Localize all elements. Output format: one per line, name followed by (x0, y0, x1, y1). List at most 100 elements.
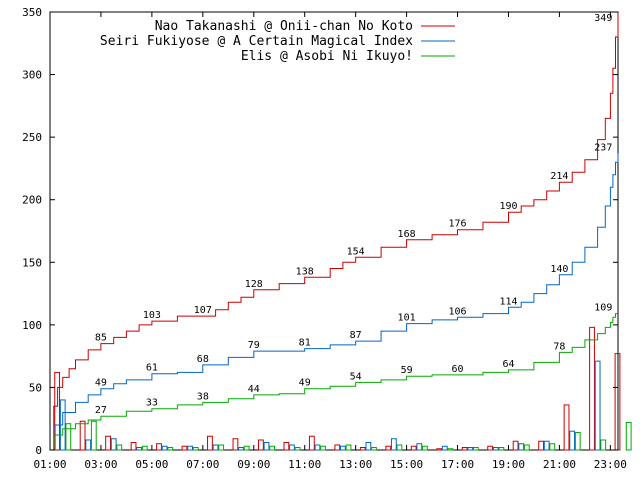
hour-bar (243, 445, 250, 451)
legend-label: Seiri Fukiyose @ A Certain Magical Index (100, 34, 413, 49)
point-label: 59 (401, 365, 413, 376)
y-tick-label: 150 (22, 256, 42, 269)
point-label: 107 (194, 305, 212, 316)
hour-bar (614, 353, 621, 451)
point-label: 27 (95, 405, 107, 416)
hour-bar (396, 444, 403, 451)
hourly-bars (54, 326, 632, 451)
hour-bar (512, 440, 519, 451)
x-axis: 01:00 03:00 05:00 07:00 09:00 11:00 13:00 15:00… (33, 12, 627, 471)
hour-bar (218, 444, 225, 451)
hour-bar (492, 446, 499, 451)
hour-bar (340, 445, 346, 451)
point-label: 154 (347, 246, 365, 257)
point-label: 128 (245, 279, 263, 290)
hour-bar (390, 438, 397, 451)
hour-bar (90, 420, 97, 451)
hour-bar (289, 444, 295, 451)
hour-bar (461, 446, 468, 451)
legend-label: Elis @ Asobi Ni Ikuyo! (241, 49, 413, 64)
x-tick-label: 21:00 (543, 458, 576, 471)
hour-bar (161, 445, 168, 451)
hour-bar (589, 326, 595, 451)
hour-bar (192, 446, 199, 451)
point-label: 85 (95, 333, 107, 344)
point-label: 176 (449, 219, 467, 230)
series-line (50, 313, 618, 451)
series-line (50, 153, 619, 451)
hour-bar (141, 445, 148, 451)
hour-bar (85, 439, 92, 451)
point-label: 114 (499, 296, 517, 307)
hour-bar (334, 444, 341, 451)
point-label: 101 (398, 313, 416, 324)
x-tick-label: 13:00 (339, 458, 372, 471)
y-tick-label: 50 (29, 381, 42, 394)
hour-bar (371, 446, 377, 451)
hour-bar (65, 423, 72, 451)
point-label: 60 (452, 364, 464, 375)
hour-bar (416, 443, 423, 451)
point-label: 109 (594, 303, 612, 314)
hour-bar (472, 446, 479, 451)
hour-bar (543, 440, 550, 451)
hour-bar (79, 420, 86, 451)
hour-bar (625, 421, 632, 451)
hour-bar (238, 446, 244, 451)
point-labels: 85 103 107 128 138 154 168 176 190 214 349 49 61 68 79… (95, 13, 612, 416)
hour-bar (359, 446, 366, 451)
point-label: 190 (499, 201, 517, 212)
hour-bar (258, 439, 264, 451)
hour-bar (136, 446, 143, 451)
y-tick-label: 250 (22, 131, 42, 144)
hour-bar (365, 441, 372, 451)
point-label: 44 (248, 384, 260, 395)
hour-bar (436, 448, 443, 451)
point-label: 79 (248, 340, 260, 351)
hour-bar (441, 445, 448, 451)
hour-bar (594, 360, 601, 451)
hour-bar (283, 441, 290, 451)
hour-bar (447, 448, 454, 451)
y-tick-label: 0 (35, 444, 42, 457)
hour-bar (105, 435, 111, 451)
hour-bar (563, 404, 570, 451)
y-tick-label: 200 (22, 194, 42, 207)
point-label: 138 (296, 266, 314, 277)
y-axis: 0 50 100 150 200 250 300 350 (22, 6, 618, 457)
point-label: 349 (594, 13, 612, 24)
hour-bar (538, 440, 544, 451)
hour-bar (187, 445, 193, 451)
plot-frame (49, 11, 619, 451)
y-tick-label: 300 (22, 69, 42, 82)
point-label: 68 (197, 354, 209, 365)
hour-bar (487, 445, 494, 451)
x-tick-label: 05:00 (135, 458, 168, 471)
hour-bar (422, 445, 428, 451)
hour-bar (574, 431, 581, 451)
hour-bar (385, 445, 392, 451)
hour-bar (569, 430, 576, 451)
x-tick-label: 19:00 (492, 458, 525, 471)
hour-bar (467, 446, 474, 451)
point-label: 81 (299, 338, 311, 349)
point-label: 140 (550, 264, 568, 275)
point-label: 54 (350, 371, 362, 382)
hour-bar (345, 444, 352, 451)
legend-label: Nao Takanashi @ Onii-chan No Koto (155, 19, 413, 34)
hour-bar (518, 443, 525, 451)
point-label: 49 (299, 378, 311, 389)
x-tick-label: 11:00 (288, 458, 321, 471)
point-label: 87 (350, 330, 362, 341)
x-tick-label: 01:00 (33, 458, 66, 471)
point-label: 78 (553, 341, 565, 352)
point-label: 237 (594, 142, 612, 153)
point-label: 106 (449, 306, 467, 317)
hour-bar (212, 444, 219, 451)
y-tick-label: 100 (22, 319, 42, 332)
hour-bar (600, 439, 607, 451)
hour-bar (410, 445, 417, 451)
point-label: 38 (197, 391, 209, 402)
